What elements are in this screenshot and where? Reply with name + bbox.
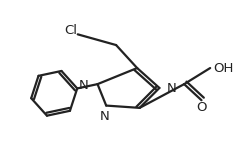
Text: O: O xyxy=(196,101,207,114)
Text: OH: OH xyxy=(214,61,234,75)
Text: N: N xyxy=(99,110,109,123)
Text: Cl: Cl xyxy=(64,24,77,37)
Text: N: N xyxy=(79,79,89,92)
Text: N: N xyxy=(166,82,176,95)
